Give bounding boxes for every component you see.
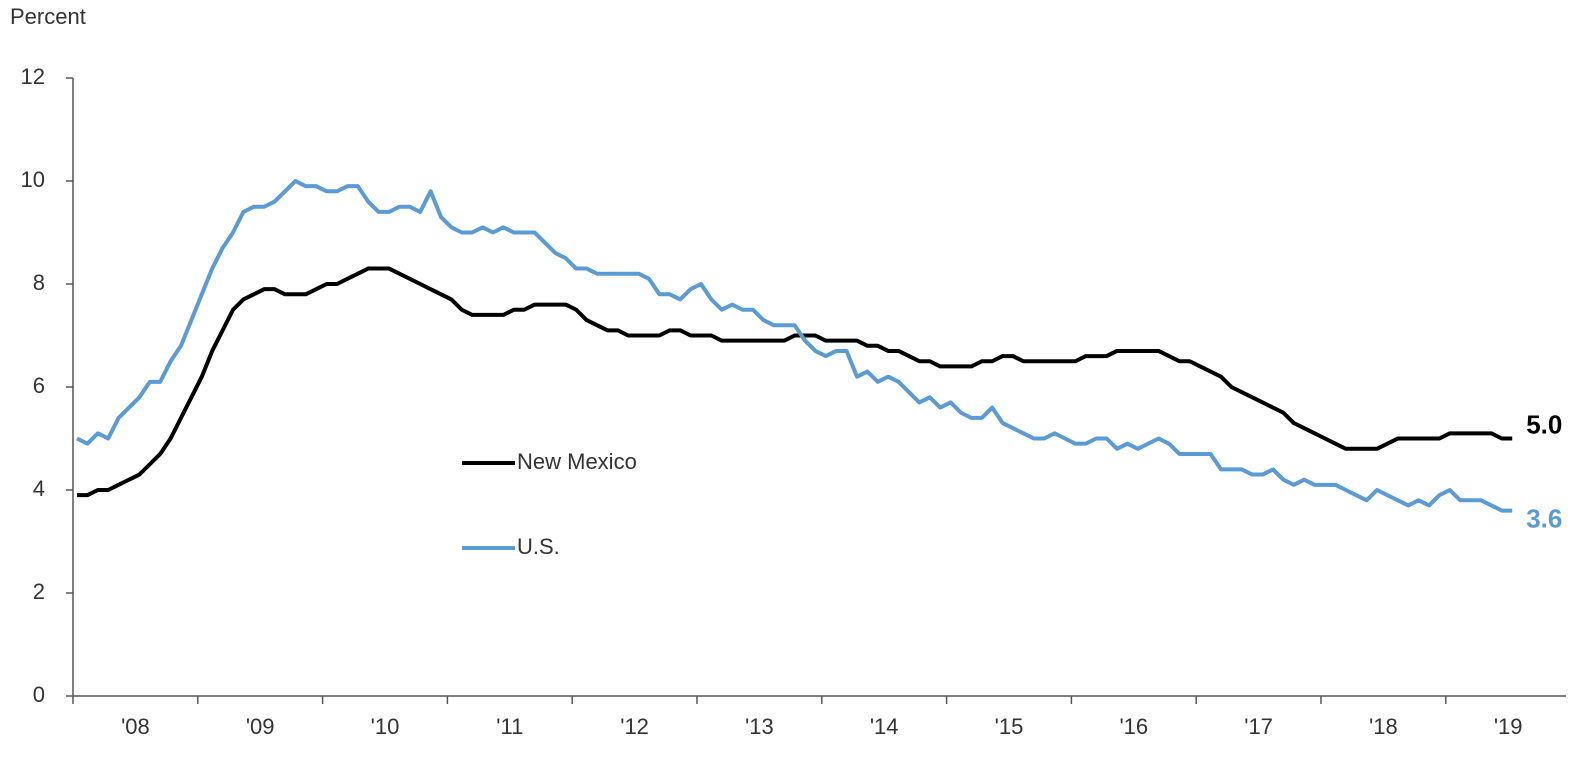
x-tick-label: '11 [496, 714, 523, 739]
x-tick-label: '08 [121, 714, 150, 739]
end-label: 5.0 [1526, 409, 1562, 439]
x-tick-label: '17 [1244, 714, 1273, 739]
x-tick-label: '18 [1369, 714, 1398, 739]
x-tick-label: '19 [1494, 714, 1523, 739]
y-tick-label: 0 [33, 682, 45, 707]
x-tick-label: '16 [1119, 714, 1148, 739]
x-tick-label: '13 [745, 714, 774, 739]
y-tick-label: 8 [33, 270, 45, 295]
x-tick-label: '14 [870, 714, 899, 739]
y-axis-label: Percent [10, 4, 86, 29]
x-tick-label: '10 [371, 714, 400, 739]
x-tick-label: '09 [246, 714, 275, 739]
y-tick-label: 12 [21, 64, 45, 89]
end-label: 3.6 [1526, 503, 1562, 533]
series-line [77, 266, 1513, 498]
y-tick-label: 6 [33, 373, 45, 398]
y-tick-label: 10 [21, 167, 45, 192]
series-line [76, 179, 1513, 513]
legend-label: U.S. [517, 534, 560, 559]
x-tick-label: '12 [620, 714, 649, 739]
x-tick-label: '15 [995, 714, 1024, 739]
y-tick-label: 2 [33, 579, 45, 604]
legend-label: New Mexico [517, 449, 637, 474]
y-tick-label: 4 [33, 476, 45, 501]
